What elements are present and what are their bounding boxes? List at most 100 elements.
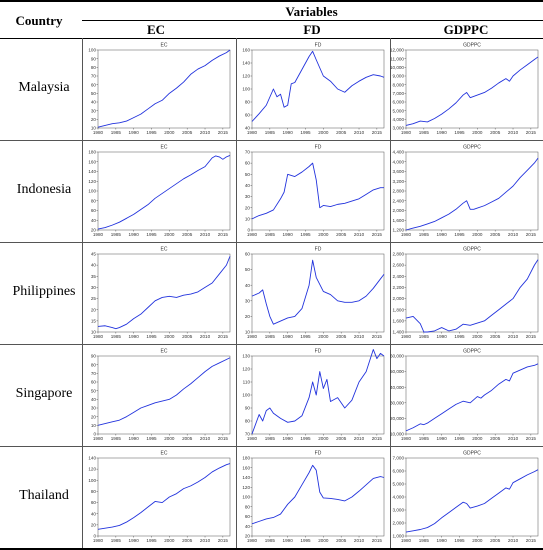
x-tick-label: 2010 bbox=[354, 538, 365, 543]
plot-frame bbox=[405, 49, 539, 129]
x-tick-label: 2010 bbox=[200, 436, 211, 441]
y-tick-label: 2,800 bbox=[393, 189, 405, 194]
series-line bbox=[251, 349, 385, 435]
y-tick-label: 160 bbox=[242, 465, 250, 470]
x-tick-label: 1980 bbox=[93, 334, 104, 339]
y-tick-label: 0 bbox=[93, 534, 96, 539]
y-tick-label: 7,000 bbox=[393, 91, 405, 96]
y-tick-label: 60 bbox=[245, 113, 251, 118]
chart-panel: EC 0 10 20 30 40 50 60 70 80 90 1980 1985 1990 1995 200… bbox=[84, 346, 234, 444]
y-tick-label: 30,000 bbox=[390, 400, 404, 405]
y-tick-label: 20 bbox=[91, 307, 97, 312]
x-tick-label: 1985 bbox=[265, 334, 276, 339]
y-tick-label: 60 bbox=[91, 208, 97, 213]
line-chart: GDPPC 10,000 20,000 30,000 40,000 50,000 60,00… bbox=[390, 349, 539, 441]
y-tick-label: 70 bbox=[245, 432, 251, 437]
y-tick-label: 2,000 bbox=[393, 521, 405, 526]
y-tick-label: 80 bbox=[91, 198, 97, 203]
y-tick-label: 30 bbox=[91, 406, 97, 411]
row-divider bbox=[0, 344, 543, 345]
bottom-rule bbox=[0, 548, 543, 550]
chart-title: FD bbox=[315, 349, 322, 355]
x-tick-label: 1985 bbox=[111, 130, 122, 135]
line-chart: FD 70 80 90 100 110 120 130 1980 1985 1990 1995 2000… bbox=[242, 349, 385, 441]
x-tick-label: 2005 bbox=[490, 130, 501, 135]
chart-title: EC bbox=[161, 247, 168, 253]
y-tick-label: 3,200 bbox=[393, 179, 405, 184]
series-line bbox=[405, 469, 539, 533]
series-line bbox=[97, 357, 231, 426]
y-tick-label: 40 bbox=[91, 263, 97, 268]
y-tick-label: 10,000 bbox=[390, 432, 404, 437]
chart-title: EC bbox=[161, 349, 168, 355]
column-header-fd: FD bbox=[303, 22, 321, 37]
y-tick-label: 8,000 bbox=[393, 82, 405, 87]
y-tick-label: 40 bbox=[91, 511, 97, 516]
x-tick-label: 2015 bbox=[372, 436, 383, 441]
line-chart: EC 10 20 30 40 50 60 70 80 90 100 1980 1985 1990 1995 2… bbox=[88, 43, 231, 135]
series-line bbox=[97, 154, 231, 230]
y-tick-label: 50 bbox=[245, 267, 251, 272]
x-tick-label: 1980 bbox=[247, 130, 258, 135]
x-tick-label: 1990 bbox=[437, 130, 448, 135]
y-tick-label: 2,600 bbox=[393, 263, 405, 268]
y-tick-label: 40 bbox=[245, 524, 251, 529]
x-tick-label: 2005 bbox=[182, 232, 193, 237]
chart-title: EC bbox=[161, 43, 168, 49]
y-tick-label: 60 bbox=[91, 500, 97, 505]
y-tick-label: 100 bbox=[242, 87, 250, 92]
x-tick-label: 1990 bbox=[437, 334, 448, 339]
y-tick-label: 40,000 bbox=[390, 385, 404, 390]
x-tick-label: 1990 bbox=[437, 232, 448, 237]
y-tick-label: 40 bbox=[245, 283, 251, 288]
x-tick-label: 2015 bbox=[372, 538, 383, 543]
chart-panel: GDPPC 1,400 1,600 1,800 2,000 2,200 2,400 2,600… bbox=[392, 244, 542, 342]
y-tick-label: 2,000 bbox=[393, 296, 405, 301]
chart-panel: EC 10 20 30 40 50 60 70 80 90 100 1980 1985 1990 1995 2… bbox=[84, 40, 234, 138]
x-tick-label: 1995 bbox=[146, 436, 157, 441]
chart-title: FD bbox=[315, 43, 322, 49]
y-tick-label: 80 bbox=[91, 362, 97, 367]
variables-underline bbox=[82, 20, 543, 21]
x-tick-label: 1995 bbox=[146, 334, 157, 339]
x-tick-label: 1990 bbox=[437, 538, 448, 543]
plot-frame bbox=[97, 151, 231, 231]
x-tick-label: 2015 bbox=[526, 436, 537, 441]
x-tick-label: 2010 bbox=[354, 130, 365, 135]
x-tick-label: 2015 bbox=[526, 130, 537, 135]
x-tick-label: 2005 bbox=[490, 538, 501, 543]
x-tick-label: 2005 bbox=[336, 436, 347, 441]
plot-frame bbox=[97, 355, 231, 435]
y-tick-label: 3,600 bbox=[393, 169, 405, 174]
variables-header: Variables bbox=[285, 4, 338, 19]
chart-title: GDPPC bbox=[463, 43, 481, 49]
y-tick-label: 25 bbox=[91, 296, 97, 301]
chart-title: FD bbox=[315, 451, 322, 457]
plot-frame bbox=[405, 457, 539, 537]
chart-title: EC bbox=[161, 451, 168, 457]
y-tick-label: 1,400 bbox=[393, 330, 405, 335]
y-tick-label: 15 bbox=[91, 318, 97, 323]
y-tick-label: 10 bbox=[91, 126, 97, 131]
y-tick-label: 0 bbox=[247, 228, 250, 233]
y-tick-label: 1,200 bbox=[393, 228, 405, 233]
x-tick-label: 1980 bbox=[93, 538, 104, 543]
x-tick-label: 2000 bbox=[472, 232, 483, 237]
x-tick-label: 1985 bbox=[111, 436, 122, 441]
x-tick-label: 2010 bbox=[508, 436, 519, 441]
x-tick-label: 1980 bbox=[247, 436, 258, 441]
x-tick-label: 1980 bbox=[93, 436, 104, 441]
y-tick-label: 40 bbox=[91, 100, 97, 105]
x-tick-label: 1995 bbox=[454, 538, 465, 543]
x-tick-label: 2005 bbox=[182, 436, 193, 441]
y-tick-label: 80 bbox=[245, 100, 251, 105]
y-tick-label: 60 bbox=[91, 82, 97, 87]
line-chart: GDPPC 3,000 4,000 5,000 6,000 7,000 8,000 9,000… bbox=[390, 43, 539, 135]
y-tick-label: 20,000 bbox=[390, 416, 404, 421]
y-tick-label: 4,400 bbox=[393, 150, 405, 155]
x-tick-label: 1985 bbox=[111, 334, 122, 339]
y-tick-label: 60,000 bbox=[390, 354, 404, 359]
y-tick-label: 10,000 bbox=[390, 65, 404, 70]
x-tick-label: 2000 bbox=[164, 232, 175, 237]
y-tick-label: 20 bbox=[91, 414, 97, 419]
